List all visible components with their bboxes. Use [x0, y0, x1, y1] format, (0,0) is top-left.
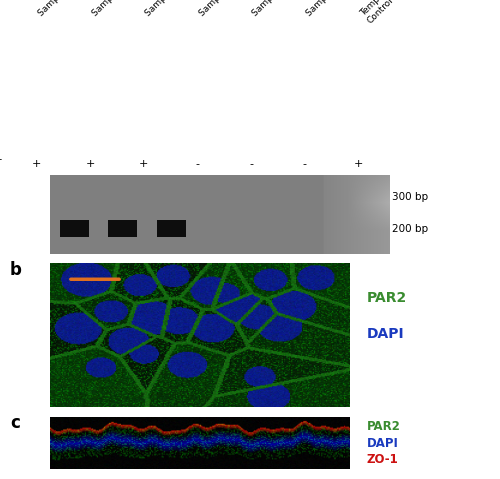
Text: 200 bp: 200 bp — [392, 224, 428, 234]
Text: Sample 2: Sample 2 — [90, 0, 127, 18]
Text: +: + — [86, 159, 95, 169]
Text: 300 bp: 300 bp — [392, 192, 428, 202]
Text: +: + — [354, 159, 363, 169]
Text: Sample 1: Sample 1 — [198, 0, 234, 18]
Text: -: - — [196, 159, 200, 169]
Text: RT: RT — [0, 159, 2, 169]
Text: Sample 3: Sample 3 — [304, 0, 341, 18]
Text: +: + — [139, 159, 148, 169]
Text: Sample 1: Sample 1 — [37, 0, 74, 18]
Bar — [60, 220, 88, 237]
Text: DAPI: DAPI — [367, 436, 398, 450]
Text: ZO-1: ZO-1 — [367, 454, 398, 467]
Bar — [157, 220, 186, 237]
Text: c: c — [10, 414, 20, 433]
Text: -: - — [249, 159, 253, 169]
Text: PAR2: PAR2 — [367, 420, 400, 433]
Bar — [108, 220, 138, 237]
Text: Sample 3: Sample 3 — [144, 0, 180, 18]
Text: -: - — [302, 159, 306, 169]
Text: b: b — [10, 261, 22, 279]
Text: DAPI: DAPI — [367, 327, 405, 341]
Text: +: + — [32, 159, 42, 169]
Text: Template
Control: Template Control — [358, 0, 401, 25]
Text: Sample 2: Sample 2 — [251, 0, 288, 18]
Text: PAR2: PAR2 — [367, 291, 407, 305]
